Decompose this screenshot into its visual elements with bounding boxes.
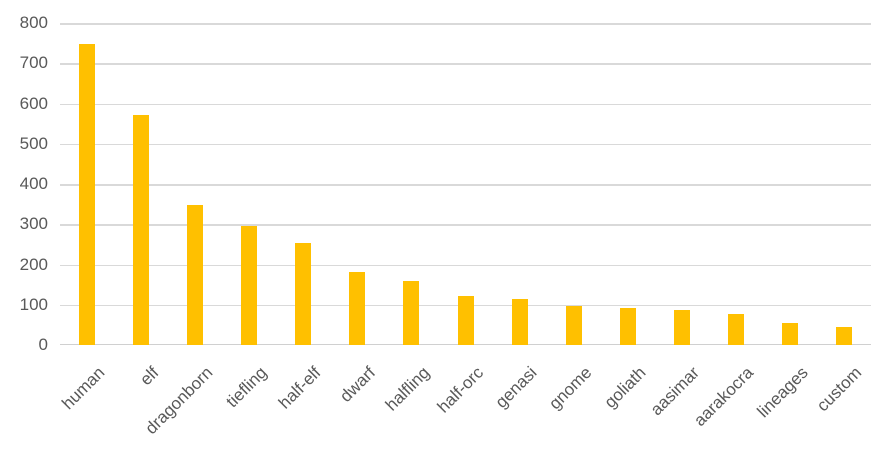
bar-custom: [835, 327, 852, 345]
y-axis: 0 100 200 300 400 500 600 700 800: [0, 0, 48, 354]
bar-dragonborn: [187, 204, 204, 345]
bar-tiefling: [241, 225, 258, 345]
bar-gnome: [565, 306, 582, 345]
x-category-label: aasimar: [647, 363, 704, 420]
y-tick-label: 100: [19, 294, 48, 314]
x-category-label: half-orc: [433, 363, 487, 417]
y-tick-label: 200: [19, 254, 48, 274]
gridline: [60, 224, 871, 226]
bar-aasimar: [673, 310, 690, 345]
bar-half-elf: [295, 242, 312, 345]
plot-area: [60, 0, 871, 345]
x-category-label: goliath: [600, 363, 650, 412]
y-tick-label: 600: [19, 93, 48, 113]
gridline: [60, 23, 871, 25]
x-category-label: half-elf: [275, 363, 325, 413]
x-category-label: human: [58, 363, 109, 414]
x-category-label: tiefling: [222, 363, 271, 412]
bar-aarakocra: [727, 314, 744, 345]
gridline: [60, 264, 871, 266]
bar-goliath: [619, 307, 636, 345]
gridline: [60, 184, 871, 186]
x-category-label: elf: [136, 363, 163, 390]
bar-human: [79, 43, 96, 345]
x-category-label: dwarf: [335, 363, 379, 406]
y-tick-label: 0: [38, 335, 48, 354]
x-category-label: genasi: [492, 363, 542, 412]
bar-halfling: [403, 281, 420, 345]
bar-elf: [133, 114, 150, 345]
x-category-label: dragonborn: [141, 363, 217, 438]
bar-genasi: [511, 299, 528, 345]
gridline: [60, 103, 871, 105]
x-category-label: halfling: [381, 363, 433, 415]
y-tick-label: 500: [19, 133, 48, 153]
y-tick-label: 800: [19, 13, 48, 32]
x-category-label: aarakocra: [690, 363, 758, 430]
bar-lineages: [781, 322, 798, 345]
bar-dwarf: [349, 271, 366, 345]
bar-half-orc: [457, 296, 474, 345]
x-category-label: lineages: [753, 363, 812, 422]
y-tick-label: 400: [19, 174, 48, 193]
x-category-label: custom: [813, 363, 866, 416]
gridline: [60, 143, 871, 146]
gridline: [60, 63, 871, 65]
y-tick-label: 700: [19, 53, 48, 73]
y-tick-label: 300: [19, 214, 48, 234]
x-category-label: gnome: [544, 363, 596, 414]
